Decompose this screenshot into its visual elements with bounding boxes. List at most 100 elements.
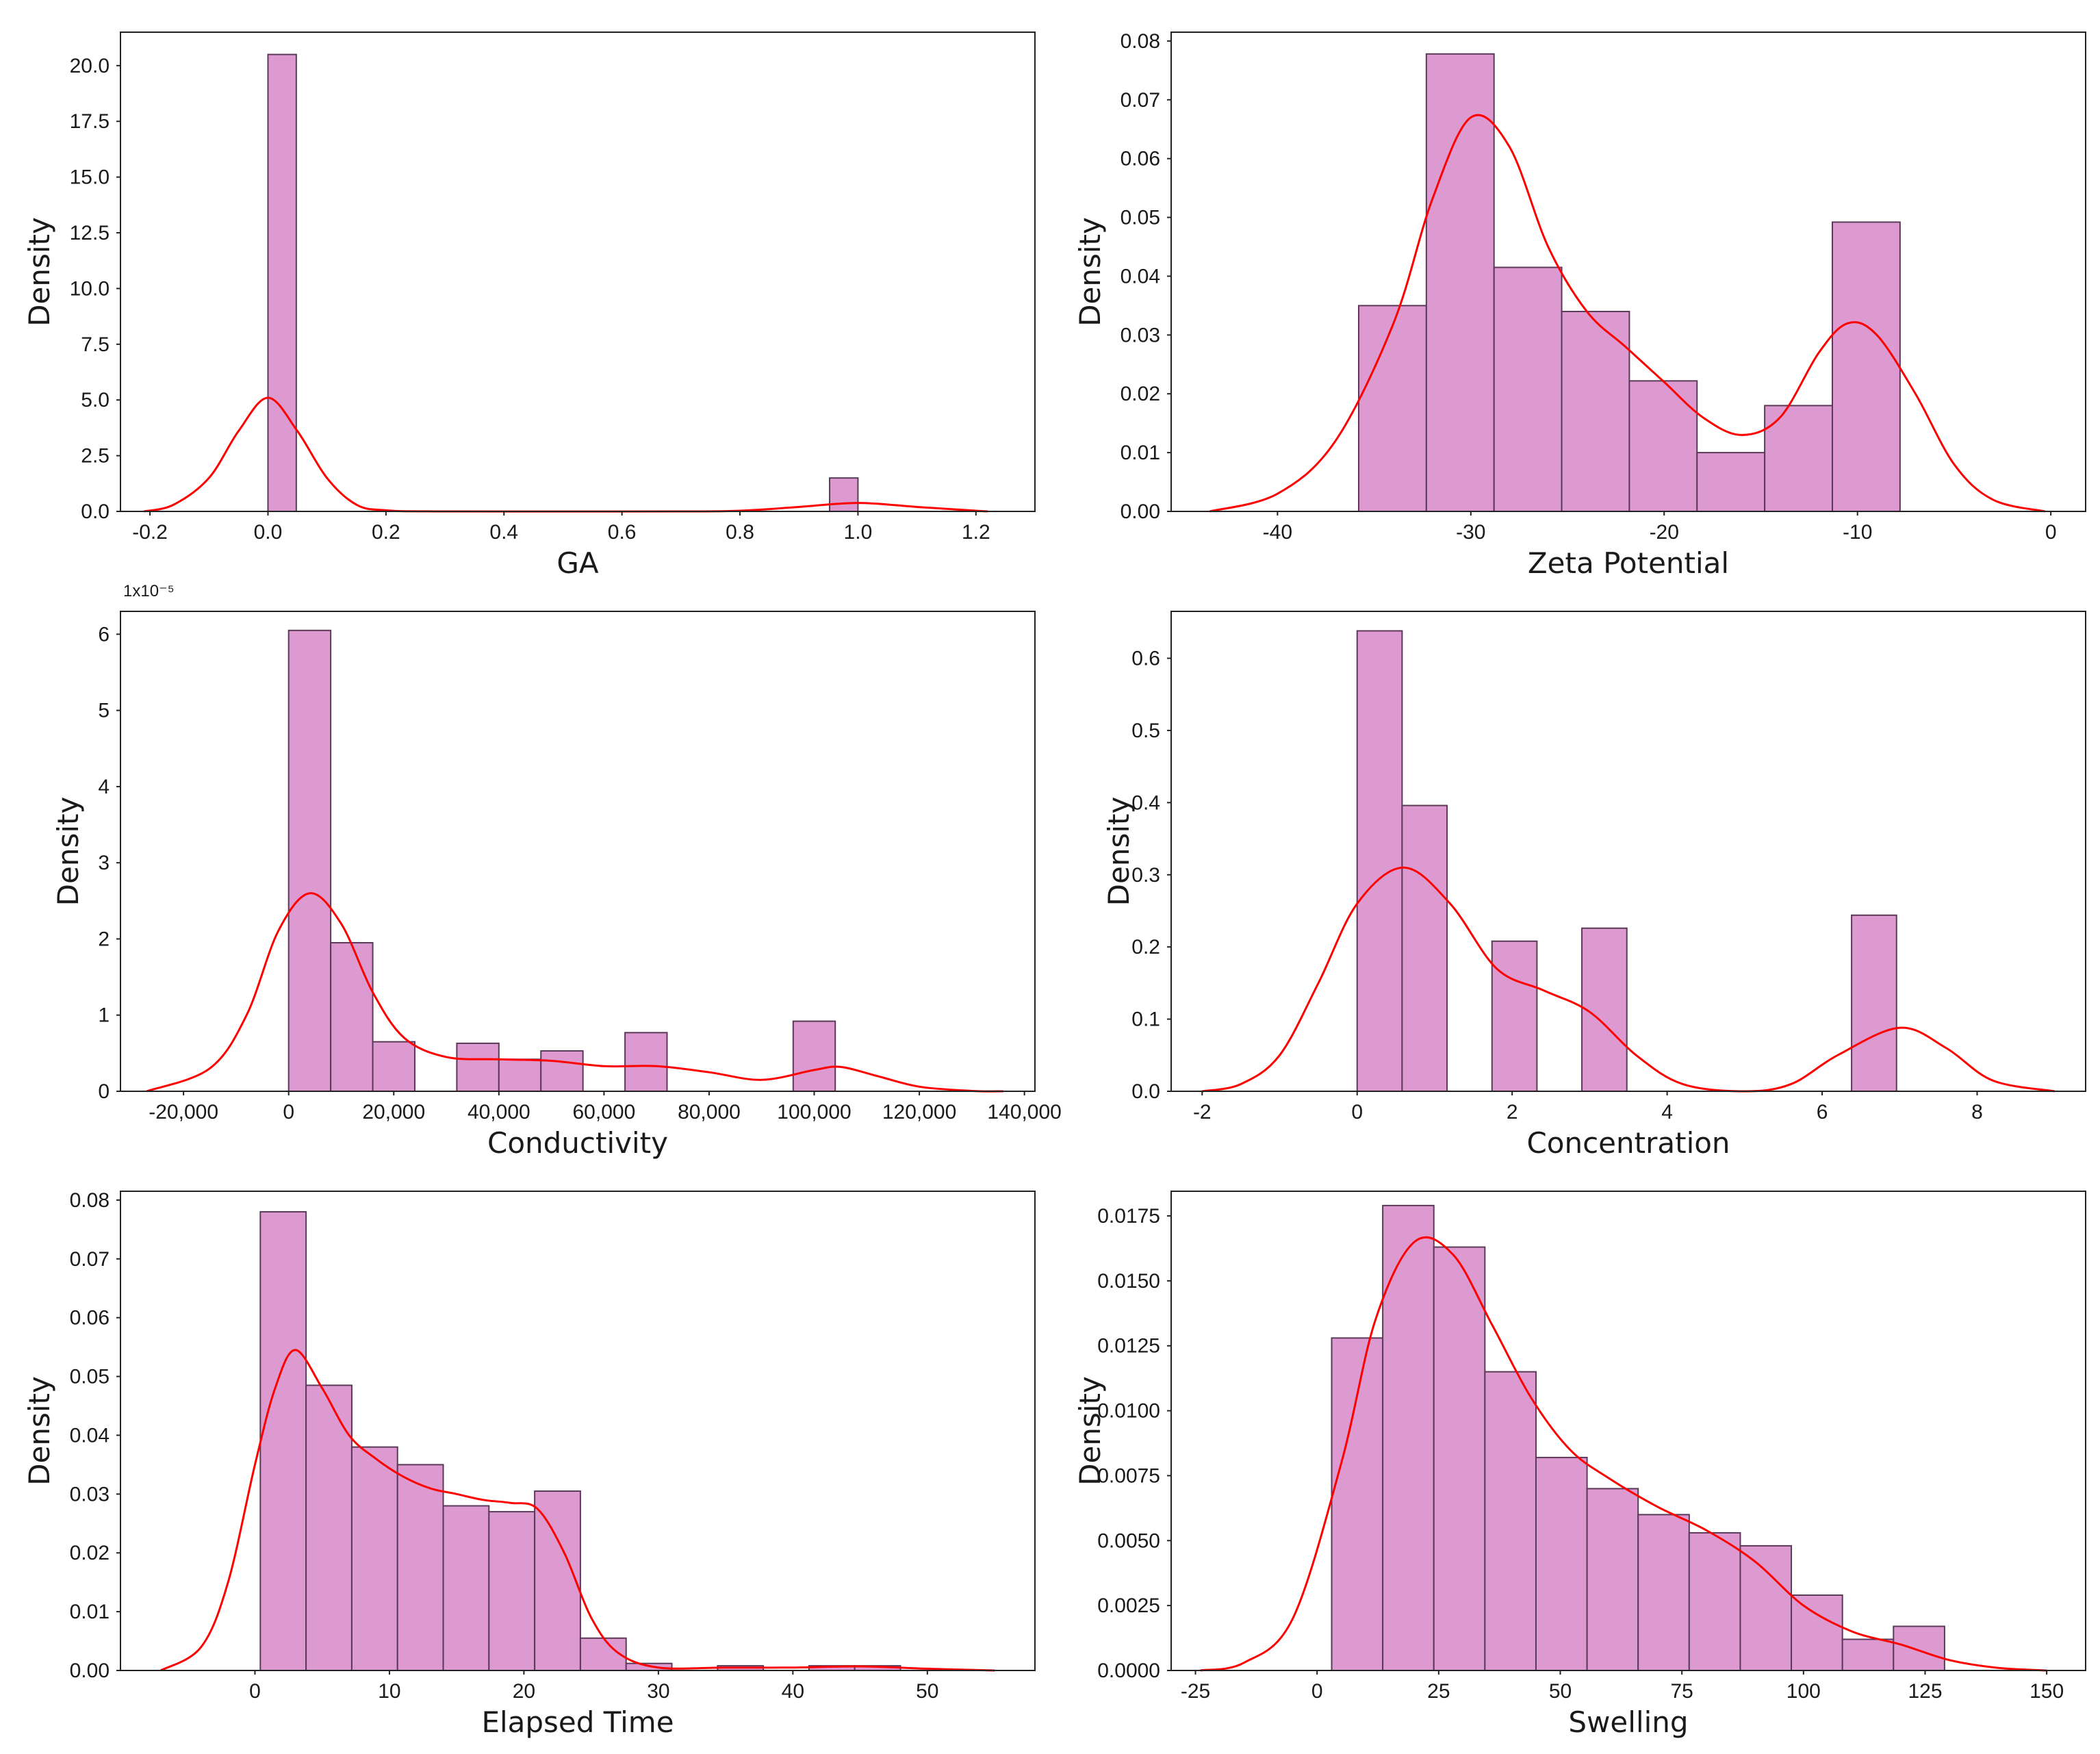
y-tick-label: 0.0 [1131,1080,1160,1103]
histogram-bar [1331,1337,1384,1672]
y-tick-label: 0.4 [1131,791,1160,814]
x-tick-label: 0.0 [254,521,283,544]
x-tick-label: 60,000 [573,1101,636,1123]
x-tick-label: 125 [1908,1680,1942,1703]
histogram-bar [1586,1488,1639,1671]
x-tick-label: 100 [1787,1680,1821,1703]
x-tick-label: 0.6 [608,521,637,544]
y-tick-label: 0.0025 [1097,1594,1160,1617]
y-tick-label: 0.08 [70,1189,110,1212]
panel-swelling: Swelling Density -25 0 25 50 75 100 125 150 0.00… [1073,1191,2086,1739]
histogram-bar [1401,804,1448,1092]
histogram-bar [498,1058,542,1093]
histogram-bar [1535,1456,1588,1672]
y-tick-label: 0.0 [81,500,110,523]
y-tick-label: 5.0 [81,389,110,411]
y-tick-label: 0.00 [70,1660,110,1682]
panel-zeta-potential: Zeta Potential Density -40 -30 -20 -10 0 0.00… [1073,30,2086,580]
histogram-bar [372,1041,415,1092]
y-axis-label: Density [23,1376,56,1486]
y-tick-label: 0.02 [1121,383,1160,405]
histogram-bar [456,1042,500,1093]
x-tick-label: 1.0 [844,521,873,544]
x-tick-label: 0.4 [489,521,518,544]
histogram-bar [1791,1594,1843,1671]
x-tick-label: -25 [1181,1680,1210,1703]
y-tick-label: 0.06 [1121,148,1160,170]
y-tick-label: 0.04 [70,1424,110,1447]
plot-frame [1170,31,2086,512]
x-tick-label: 100,000 [777,1101,851,1123]
y-axis-label: Density [51,797,85,906]
x-tick-label: -20 [1650,521,1679,544]
x-axis-label: Swelling [1568,1705,1688,1739]
y-tick-label: 3 [98,852,110,874]
x-tick-label: 80,000 [678,1101,741,1123]
x-tick-label: 0 [283,1101,294,1123]
x-axis-label: Conductivity [487,1126,668,1160]
y-tick-label: 0.04 [1121,265,1160,288]
y-tick-label: 0.6 [1131,648,1160,670]
x-axis-label: Zeta Potential [1528,546,1729,580]
y-axis-label: Density [1073,217,1107,327]
x-tick-label: 50 [916,1680,938,1703]
histogram-bar [350,1446,398,1671]
histogram-bar [1357,305,1427,512]
y-axis-label: Density [1102,797,1136,906]
x-tick-label: 20 [513,1680,535,1703]
panel-ga: GA Density -0.2 0.0 0.2 0.4 0.6 0.8 1.0 1.2 0.0 2… [23,31,1036,580]
panel-conductivity: Conductivity Density 1x10⁻⁵ -20,000 0 20,0… [51,582,1062,1160]
x-tick-label: 0 [249,1680,261,1703]
x-tick-label: -2 [1193,1101,1212,1123]
histogram-bar [1425,53,1495,513]
histogram-bar [1831,221,1901,512]
histogram-bar [1764,405,1833,512]
x-tick-label: 10 [378,1680,400,1703]
x-axis-label: GA [556,546,599,580]
x-tick-label: 140,000 [987,1101,1061,1123]
histogram-bar [1637,1514,1690,1671]
y-tick-label: 0.2 [1131,936,1160,958]
histogram-bar [442,1505,490,1672]
y-axis-label: Density [23,217,56,327]
plot-frame [120,611,1036,1092]
x-tick-label: 0 [1311,1680,1323,1703]
x-tick-label: 4 [1661,1101,1673,1123]
y-tick-label: 0.05 [70,1366,110,1388]
x-tick-label: 2 [1507,1101,1518,1123]
y-tick-label: 0.3 [1131,864,1160,887]
histogram-bar [1561,310,1630,512]
x-tick-label: 0 [1351,1101,1363,1123]
x-tick-label: 20,000 [362,1101,425,1123]
y-tick-label: 0.06 [70,1307,110,1330]
x-axis-label: Elapsed Time [481,1705,674,1739]
y-tick-label: 0.03 [1121,324,1160,346]
histogram-bar [829,477,859,512]
histogram-bar [287,629,332,1092]
histogram-bar [1628,380,1698,512]
histogram-bar [624,1032,668,1093]
histogram-bar [1382,1204,1435,1671]
x-tick-label: 0.8 [726,521,754,544]
y-tick-label: 0.07 [70,1248,110,1271]
y-tick-label: 0.5 [1131,720,1160,742]
y-tick-label: 6 [98,623,110,646]
y-tick-label: 0.0000 [1097,1660,1160,1682]
histogram-bar [1739,1545,1793,1672]
y-tick-label: 2.5 [81,445,110,468]
y-tick-label: 0.03 [70,1483,110,1505]
histogram-bar [1581,927,1628,1092]
y-tick-label: 4 [98,776,110,798]
x-tick-label: 0 [2045,521,2057,544]
histogram-bar [1356,630,1403,1092]
x-tick-label: -20,000 [149,1101,218,1123]
y-tick-label: 12.5 [70,222,110,244]
histogram-bar [1433,1246,1486,1671]
histogram-bar [396,1464,444,1671]
y-tick-label: 10.0 [70,277,110,300]
y-tick-label: 0.00 [1121,500,1160,523]
y-tick-label: 0.0100 [1097,1400,1160,1423]
y-tick-label: 0.0175 [1097,1205,1160,1228]
histogram-bar [330,942,374,1092]
